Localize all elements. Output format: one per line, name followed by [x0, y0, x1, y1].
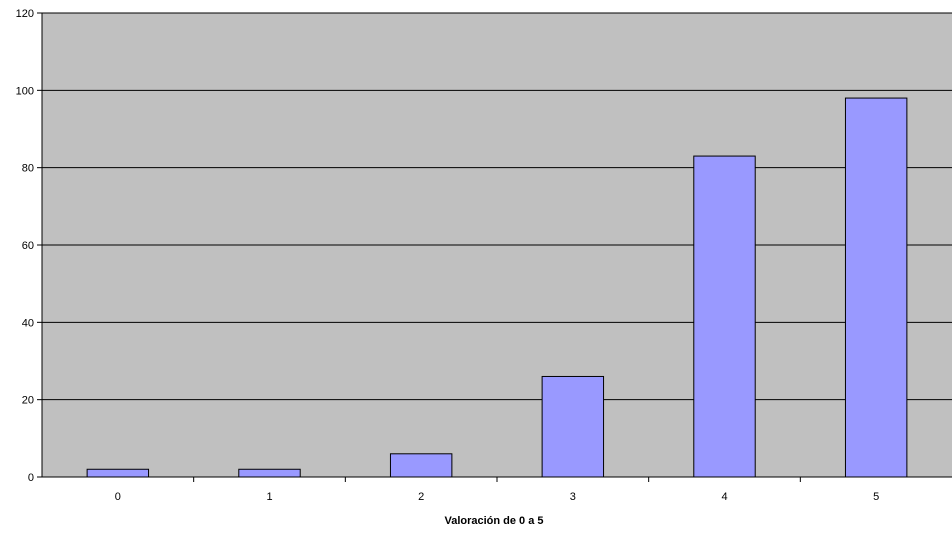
- x-tick-label: 3: [570, 491, 576, 503]
- bar-4: [693, 155, 756, 478]
- bar-0: [86, 468, 150, 478]
- bar-2: [389, 453, 453, 478]
- bar-3: [541, 375, 605, 478]
- bar-5: [844, 97, 908, 478]
- axes: [37, 12, 952, 482]
- y-tick-label: 80: [22, 163, 34, 175]
- x-tick-label: 5: [873, 491, 879, 503]
- x-tick-label: 1: [266, 491, 272, 503]
- x-tick-label: 0: [115, 491, 121, 503]
- y-tick-label: 40: [22, 317, 34, 329]
- x-tick-label: 4: [721, 491, 727, 503]
- bars: [86, 97, 908, 478]
- gridlines: [42, 12, 952, 401]
- y-tick-label: 20: [22, 395, 34, 407]
- x-tick-label: 2: [418, 491, 424, 503]
- y-tick-label: 120: [16, 8, 34, 20]
- y-tick-label: 60: [22, 240, 34, 252]
- bar-1: [238, 468, 301, 478]
- x-tick-labels: 0 1 2 3 4 5: [115, 491, 879, 503]
- y-tick-label: 0: [28, 472, 34, 484]
- y-tick-labels: 0 20 40 60 80 100 120: [16, 8, 34, 484]
- x-axis-title: Valoración de 0 a 5: [444, 515, 543, 527]
- y-tick-label: 100: [16, 85, 34, 97]
